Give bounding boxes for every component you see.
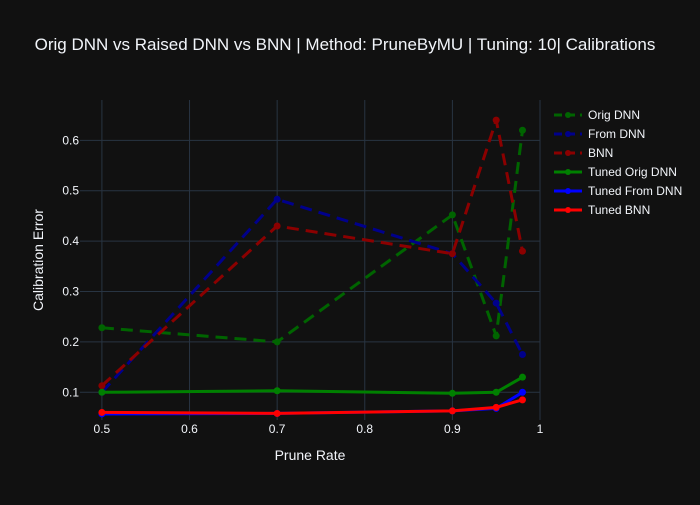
x-tick-label: 0.7: [269, 422, 286, 436]
legend-marker: [565, 188, 571, 194]
legend-label: From DNN: [588, 127, 645, 141]
legend-label: Tuned Orig DNN: [588, 165, 677, 179]
legend-item-tuned-from-dnn[interactable]: Tuned From DNN: [554, 184, 682, 198]
series-tuned-bnn: [98, 396, 526, 417]
series-line-bnn: [100, 118, 524, 387]
y-tick-label: 0.6: [62, 133, 79, 147]
series-bnn: [98, 116, 526, 390]
data-point-tuned-orig-dnn: [98, 388, 106, 396]
legend-label: BNN: [588, 146, 613, 160]
legend-marker: [565, 112, 571, 118]
data-point-tuned-bnn: [448, 407, 456, 415]
data-point-orig-dnn: [273, 338, 281, 346]
data-point-from-dnn: [273, 195, 281, 203]
legend-marker: [565, 131, 571, 137]
y-tick-label: 0.2: [62, 335, 79, 349]
x-tick-label: 0.5: [94, 422, 111, 436]
data-point-orig-dnn: [492, 332, 500, 340]
x-tick-label: 1: [537, 422, 544, 436]
series-orig-dnn: [98, 126, 526, 346]
legend-marker: [565, 169, 571, 175]
data-point-orig-dnn: [98, 324, 106, 332]
data-point-tuned-orig-dnn: [492, 388, 500, 396]
data-point-bnn: [448, 250, 456, 258]
legend-item-from-dnn[interactable]: From DNN: [554, 127, 645, 141]
y-axis-title: Calibration Error: [30, 209, 46, 311]
series-tuned-orig-dnn: [98, 373, 526, 397]
data-point-bnn: [98, 382, 106, 390]
legend-label: Tuned From DNN: [588, 184, 682, 198]
x-tick-label: 0.9: [444, 422, 461, 436]
data-point-from-dnn: [518, 350, 526, 358]
legend-label: Tuned BNN: [588, 203, 650, 217]
y-tick-label: 0.5: [62, 184, 79, 198]
data-point-tuned-bnn: [518, 396, 526, 404]
data-point-bnn: [492, 116, 500, 124]
legend-marker: [565, 207, 571, 213]
legend-label: Orig DNN: [588, 108, 640, 122]
x-tick-label: 0.6: [181, 422, 198, 436]
y-axis-ticks: 0.1 0.2 0.3 0.4 0.5 0.6: [62, 133, 79, 399]
x-axis-title: Prune Rate: [275, 447, 346, 463]
series-layer: [98, 116, 526, 418]
data-point-tuned-orig-dnn: [518, 373, 526, 381]
y-tick-label: 0.1: [62, 385, 79, 399]
legend-item-bnn[interactable]: BNN: [554, 146, 613, 160]
data-point-from-dnn: [492, 299, 500, 307]
data-point-bnn: [518, 247, 526, 255]
data-point-tuned-orig-dnn: [448, 389, 456, 397]
data-point-orig-dnn: [518, 126, 526, 134]
y-tick-label: 0.4: [62, 234, 79, 248]
data-point-orig-dnn: [448, 211, 456, 219]
data-point-tuned-bnn: [273, 409, 281, 417]
data-point-tuned-from-dnn: [518, 388, 526, 396]
legend-marker: [565, 150, 571, 156]
chart-title: Orig DNN vs Raised DNN vs BNN | Method: …: [35, 35, 656, 54]
data-point-tuned-bnn: [98, 408, 106, 416]
legend-item-tuned-orig-dnn[interactable]: Tuned Orig DNN: [554, 165, 677, 179]
data-point-bnn: [273, 222, 281, 230]
y-tick-label: 0.3: [62, 284, 79, 298]
series-line-orig-dnn: [101, 130, 524, 344]
legend: Orig DNN From DNN BNN Tuned Orig DNN Tuned F…: [554, 108, 682, 217]
data-point-tuned-orig-dnn: [273, 387, 281, 395]
legend-item-orig-dnn[interactable]: Orig DNN: [554, 108, 640, 122]
x-axis-ticks: 0.5 0.6 0.7 0.8 0.9 1: [94, 422, 544, 436]
x-tick-label: 0.8: [356, 422, 373, 436]
legend-item-tuned-bnn[interactable]: Tuned BNN: [554, 203, 650, 217]
data-point-tuned-bnn: [492, 403, 500, 411]
